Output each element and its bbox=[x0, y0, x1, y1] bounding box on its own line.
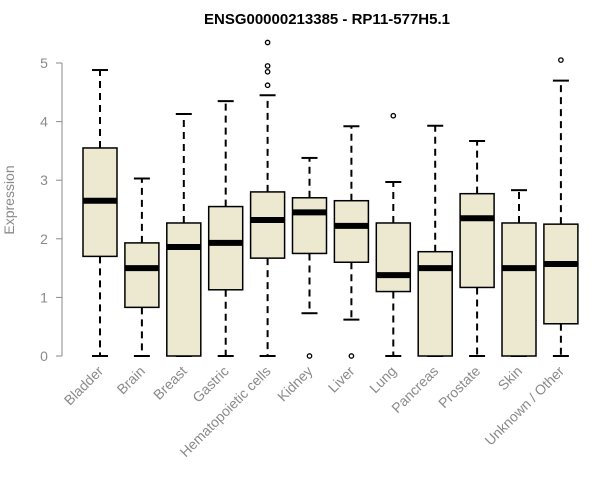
y-tick-label-4: 4 bbox=[40, 114, 48, 130]
x-tick-label-1: Brain bbox=[114, 363, 148, 397]
iqr-box bbox=[166, 222, 202, 357]
box-gastric bbox=[207, 100, 244, 357]
y-tick-label-2: 2 bbox=[40, 231, 48, 247]
x-tick-label-9: Prostate bbox=[435, 363, 483, 411]
iqr-box bbox=[207, 205, 244, 291]
y-tick-label-3: 3 bbox=[40, 172, 48, 188]
y-tick-label-1: 1 bbox=[40, 289, 48, 305]
y-tick-label-5: 5 bbox=[40, 55, 48, 71]
outlier-point bbox=[264, 63, 271, 69]
iqr-box bbox=[375, 222, 412, 293]
iqr-box bbox=[501, 222, 537, 357]
chart-title: ENSG00000213385 - RP11-577H5.1 bbox=[204, 11, 450, 28]
box-liver bbox=[333, 125, 370, 359]
x-tick-label-7: Lung bbox=[366, 363, 399, 396]
outlier-point bbox=[264, 68, 271, 75]
outlier-point bbox=[264, 82, 271, 89]
iqr-box bbox=[543, 223, 579, 325]
box-kidney bbox=[291, 156, 328, 359]
boxes-group bbox=[82, 39, 579, 359]
iqr-box bbox=[333, 199, 370, 263]
iqr-box bbox=[124, 242, 160, 309]
outlier-point bbox=[558, 57, 564, 63]
iqr-box bbox=[249, 191, 286, 259]
outlier-point bbox=[306, 353, 313, 359]
box-pancreas bbox=[417, 124, 453, 357]
box-prostate bbox=[459, 139, 495, 357]
box-skin bbox=[501, 189, 537, 357]
box-unknown-other bbox=[543, 57, 579, 357]
y-tick-label-0: 0 bbox=[40, 348, 48, 364]
x-tick-label-8: Pancreas bbox=[388, 363, 441, 416]
x-tick-label-2: Breast bbox=[150, 363, 190, 403]
iqr-box bbox=[459, 192, 495, 289]
box-hematopoietic-cells bbox=[249, 39, 286, 357]
x-tick-label-10: Skin bbox=[495, 363, 526, 394]
box-breast bbox=[166, 112, 202, 357]
iqr-box bbox=[291, 197, 328, 255]
box-bladder bbox=[82, 69, 118, 357]
x-tick-label-5: Kidney bbox=[274, 363, 316, 405]
y-axis: 0 1 2 3 4 5 bbox=[40, 55, 63, 364]
outlier-point bbox=[390, 112, 397, 119]
box-brain bbox=[124, 177, 160, 357]
outlier-point bbox=[348, 353, 355, 359]
x-tick-label-11: Unknown / Other bbox=[481, 363, 567, 449]
outlier-point bbox=[264, 39, 271, 46]
y-axis-label: Expression bbox=[1, 165, 17, 234]
box-lung bbox=[375, 112, 412, 357]
x-tick-label-0: Bladder bbox=[61, 363, 107, 409]
x-tick-label-6: Liver bbox=[325, 363, 358, 396]
